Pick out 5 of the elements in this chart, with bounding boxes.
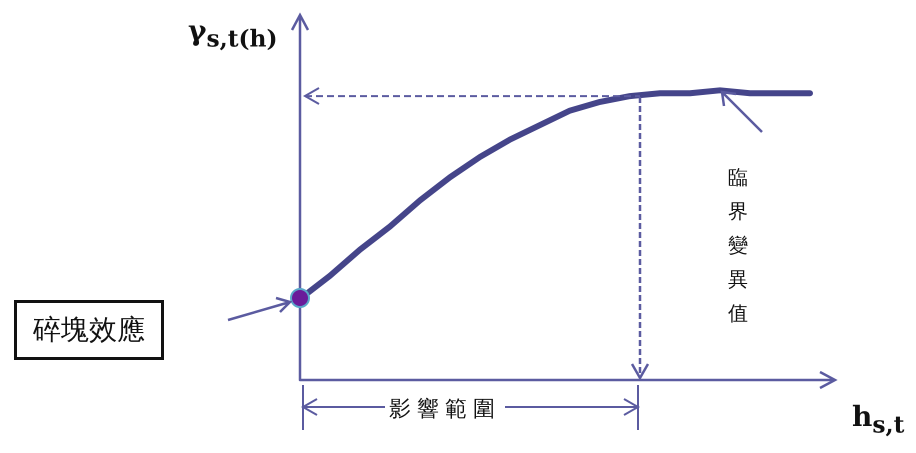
x-axis-title: h$_{s,t}$ — [852, 400, 904, 439]
text: 影響範圍 — [385, 394, 505, 424]
y-axis-title: γ$_{s,t(h)}$ — [188, 14, 278, 53]
annotation: 臨界變異值 — [728, 164, 749, 327]
text: 碎塊效應 — [14, 300, 164, 360]
